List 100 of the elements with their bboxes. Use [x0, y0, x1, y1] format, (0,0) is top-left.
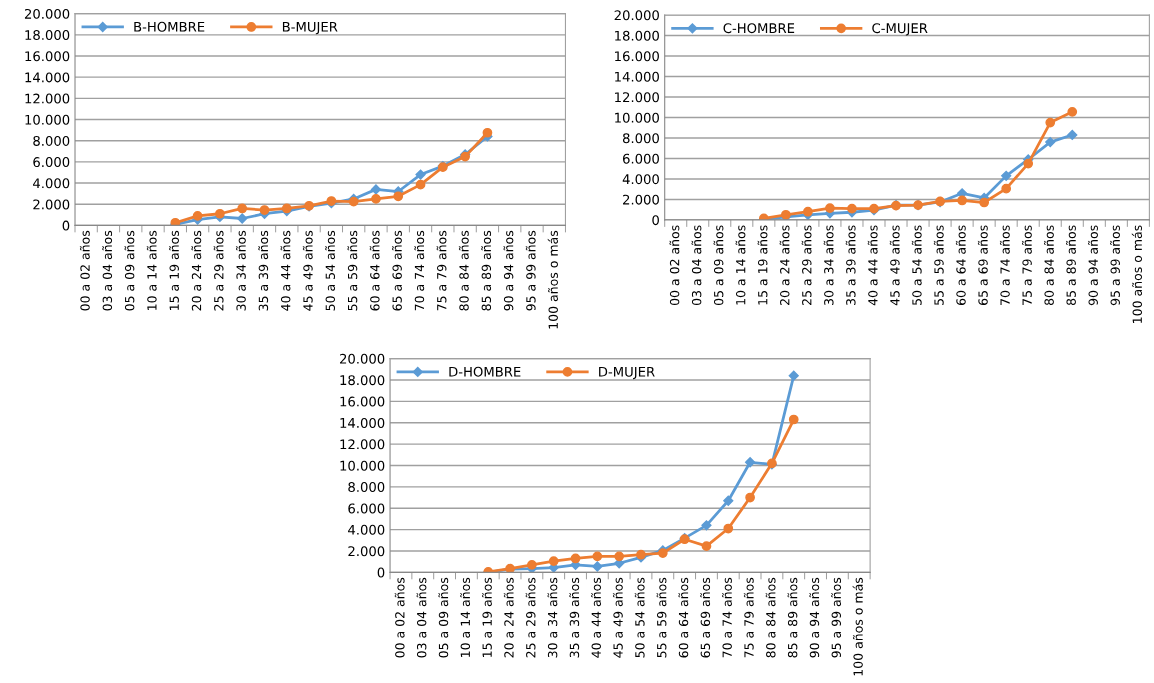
x-tick-label: 75 a 79 años — [743, 577, 754, 658]
y-tick-label: 4.000 — [33, 178, 70, 189]
x-tick-label: 00 a 02 años — [669, 225, 680, 306]
y-tick-label: 2.000 — [33, 199, 70, 210]
x-tick-label: 55 a 59 años — [347, 230, 358, 311]
x-tick-label: 20 a 24 años — [191, 230, 202, 311]
x-tick-label: 70 a 74 años — [414, 230, 425, 311]
y-tick-label: 6.000 — [33, 157, 70, 168]
legend-label: D-HOMBRE — [449, 366, 521, 377]
x-tick-label: 15 a 19 años — [481, 577, 492, 657]
x-tick-label: 45 a 49 años — [889, 225, 900, 306]
x-tick-label: 05 a 09 años — [713, 225, 724, 306]
y-tick-label: 4.000 — [348, 524, 385, 535]
y-tick-label: 20.000 — [24, 8, 70, 19]
y-tick-label: 2.000 — [623, 194, 659, 205]
x-tick-label: 30 a 34 años — [235, 230, 246, 311]
legend-label: D-MUJER — [599, 366, 655, 380]
x-tick-label: 15 a 19 años — [757, 225, 768, 305]
x-tick-label: 03 a 04 años — [416, 577, 427, 658]
x-tick-label: 65 a 69 años — [700, 577, 711, 658]
x-tick-label: 10 a 14 años — [146, 230, 157, 311]
x-tick-label: 30 a 34 años — [823, 225, 834, 305]
x-tick-label: 70 a 74 años — [999, 225, 1010, 305]
x-tick-label: 35 a 39 años — [845, 225, 856, 305]
y-tick-label: 10.000 — [25, 114, 70, 125]
x-tick-label: 10 a 14 años — [460, 577, 471, 657]
x-tick-label: 00 a 02 años — [79, 230, 90, 311]
x-tick-label: 25 a 29 años — [801, 225, 812, 305]
x-tick-label: 70 a 74 años — [722, 577, 732, 658]
x-tick-label: 90 a 94 años — [503, 230, 514, 311]
x-tick-label: 60 a 64 años — [369, 230, 380, 311]
x-tick-label: 100 años o más — [1131, 225, 1142, 323]
x-tick-label: 40 a 44 años — [280, 230, 291, 311]
legend-label: C-MUJER — [872, 23, 928, 36]
x-tick-label: 25 a 29 años — [213, 230, 224, 311]
x-tick-label: 40 a 44 años — [867, 225, 878, 306]
x-tick-label: 20 a 24 años — [503, 577, 514, 658]
x-tick-label: 65 a 69 años — [977, 225, 988, 306]
y-tick-label: 2.000 — [348, 546, 385, 557]
y-tick-label: 6.000 — [622, 153, 659, 164]
x-tick-label: 35 a 39 años — [258, 230, 269, 311]
y-tick-label: 10.000 — [615, 112, 659, 123]
y-tick-label: 14.000 — [25, 72, 70, 83]
y-tick-label: 14.000 — [340, 417, 385, 428]
y-tick-label: 8.000 — [348, 482, 385, 493]
x-tick-label: 10 a 14 años — [735, 225, 746, 305]
y-tick-label: 14.000 — [615, 71, 659, 82]
x-tick-label: 55 a 59 años — [656, 577, 667, 658]
x-tick-label: 80 a 84 años — [765, 577, 776, 658]
x-tick-label: 40 a 44 años — [591, 577, 601, 658]
x-tick-label: 85 a 89 años — [787, 577, 798, 658]
y-tick-label: 16.000 — [615, 51, 659, 62]
y-tick-label: 0 — [377, 567, 385, 578]
x-tick-label: 03 a 04 años — [102, 230, 113, 311]
y-tick-label: 16.000 — [25, 51, 70, 62]
x-tick-label: 95 a 99 años — [831, 577, 842, 658]
x-tick-label: 05 a 09 años — [124, 230, 135, 311]
y-tick-label: 10.000 — [340, 460, 385, 471]
x-tick-label: 45 a 49 años — [612, 577, 623, 658]
y-tick-label: 12.000 — [340, 439, 385, 450]
y-tick-label: 20.000 — [339, 353, 385, 364]
legend-label: B-HOMBRE — [134, 21, 205, 32]
x-tick-label: 95 a 99 años — [525, 230, 536, 311]
x-tick-label: 65 a 69 años — [392, 230, 402, 311]
y-tick-label: 20.000 — [614, 10, 659, 21]
y-tick-label: 18.000 — [340, 375, 385, 386]
x-tick-label: 15 a 19 años — [169, 230, 179, 311]
legend-label: B-MUJER — [282, 21, 338, 35]
y-tick-label: 4.000 — [622, 174, 659, 185]
x-tick-label: 90 a 94 años — [1088, 225, 1098, 306]
x-tick-label: 35 a 39 años — [569, 577, 580, 658]
y-tick-label: 18.000 — [615, 30, 659, 41]
x-tick-label: 90 a 94 años — [809, 577, 820, 658]
x-tick-label: 20 a 24 años — [779, 225, 790, 305]
x-tick-label: 00 a 02 años — [394, 577, 405, 658]
x-tick-label: 25 a 29 años — [525, 577, 536, 658]
x-tick-label: 50 a 54 años — [634, 577, 645, 658]
x-tick-label: 80 a 84 años — [1043, 225, 1054, 306]
x-tick-label: 95 a 99 años — [1110, 225, 1120, 306]
x-tick-label: 50 a 54 años — [325, 230, 336, 311]
x-tick-label: 100 años o más — [547, 230, 558, 329]
y-tick-label: 8.000 — [33, 135, 70, 146]
legend-label: C-HOMBRE — [723, 23, 795, 34]
x-tick-label: 60 a 64 años — [955, 225, 966, 306]
y-tick-label: 12.000 — [615, 92, 659, 103]
x-tick-label: 85 a 89 años — [1066, 225, 1076, 306]
x-tick-label: 85 a 89 años — [481, 230, 492, 311]
y-tick-label: 8.000 — [622, 133, 659, 144]
x-tick-label: 30 a 34 años — [547, 577, 558, 658]
y-tick-label: 6.000 — [348, 503, 385, 514]
x-tick-label: 100 años o más — [852, 577, 863, 676]
x-tick-label: 60 a 64 años — [678, 577, 689, 658]
x-tick-label: 75 a 79 años — [436, 230, 447, 311]
y-tick-label: 12.000 — [25, 93, 70, 104]
x-tick-label: 80 a 84 años — [458, 230, 469, 311]
x-tick-label: 05 a 09 años — [438, 577, 449, 658]
y-tick-label: 16.000 — [340, 396, 385, 407]
x-tick-label: 75 a 79 años — [1021, 225, 1032, 305]
x-tick-label: 55 a 59 años — [933, 225, 944, 305]
x-tick-label: 45 a 49 años — [302, 230, 313, 311]
